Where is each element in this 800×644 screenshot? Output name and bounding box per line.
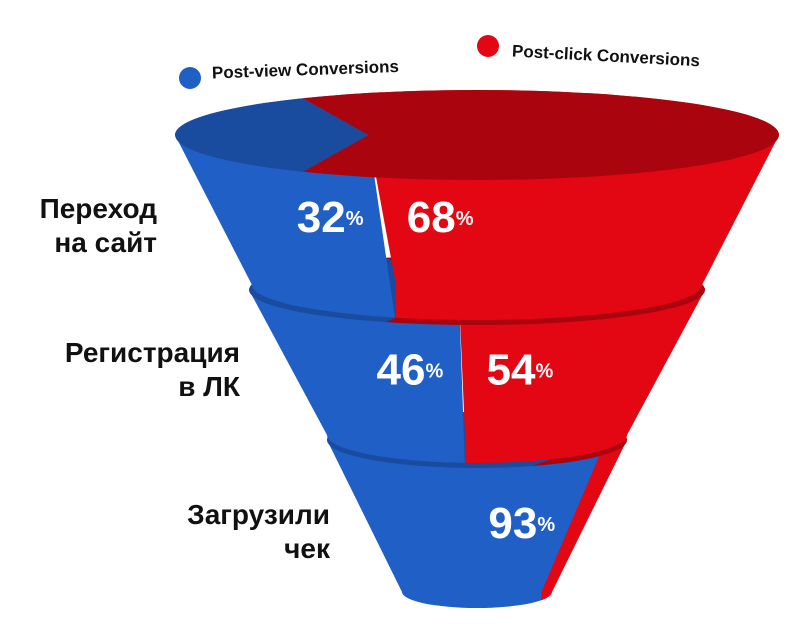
- funnel-top: [175, 90, 779, 180]
- funnel-top-part: [288, 90, 779, 180]
- legend-marker: [477, 35, 499, 57]
- stage-label: Регистрация в ЛК: [64, 337, 240, 402]
- value-label: 46%: [377, 345, 444, 394]
- value-label: 32%: [297, 193, 364, 242]
- value-label: 93%: [488, 499, 555, 548]
- value-label: 54%: [487, 345, 554, 394]
- legend-marker: [179, 67, 201, 89]
- legend-label: Post-click Conversions: [512, 41, 701, 70]
- stage-label: Загрузили чек: [187, 499, 330, 564]
- value-label: 68%: [407, 193, 474, 242]
- stage-label: Переход на сайт: [39, 193, 157, 258]
- value-label: 7%: [611, 499, 653, 548]
- funnel-top-part: [175, 90, 369, 180]
- legend-label: Post-view Conversions: [212, 57, 400, 83]
